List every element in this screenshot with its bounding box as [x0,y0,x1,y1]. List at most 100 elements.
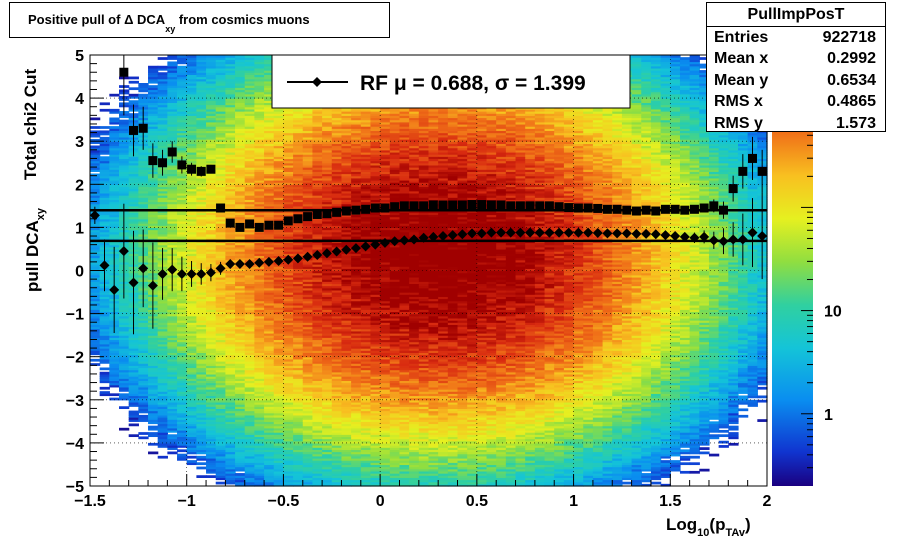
heatmap-cell [341,376,352,379]
heatmap-cell [312,417,323,420]
heatmap-cell [196,371,207,375]
heatmap-cell [157,190,168,194]
heatmap-cell [235,160,246,164]
heatmap-cell [90,341,101,345]
heatmap-cell [312,167,323,170]
heatmap-cell [273,248,285,252]
heatmap-cell [293,270,304,274]
heatmap-cell [283,173,294,177]
heatmap-cell [225,427,236,431]
heatmap-cell [322,462,333,466]
heatmap-cell [312,464,323,468]
heatmap-cell [215,348,226,351]
heatmap-cell [235,412,246,416]
heatmap-cell [264,186,275,190]
heatmap-cell [235,201,246,205]
heatmap-cell [90,348,101,351]
heatmap-cell [225,251,236,254]
heatmap-cell [225,72,236,75]
heatmap-cell [244,343,256,347]
heatmap-cell [273,391,285,394]
heatmap-cell [302,121,314,125]
heatmap-cell [196,57,207,60]
heatmap-cell [128,378,139,381]
heatmap-cell [138,330,149,334]
heatmap-cell [215,345,226,349]
heatmap-cell [264,61,275,65]
heatmap-cell [177,352,188,356]
heatmap-cell [128,367,139,371]
heatmap-cell [225,121,236,125]
heatmap-cell [196,179,207,183]
heatmap-cell [235,365,246,369]
heatmap-cell [244,253,256,257]
heatmap-cell [215,72,226,75]
heatmap-cell [235,440,246,444]
heatmap-cell [322,130,333,134]
heatmap-cell [351,348,362,351]
heatmap-cell [148,186,159,190]
heatmap-cell [312,236,323,239]
heatmap-cell [177,391,188,394]
heatmap-cell [225,348,236,351]
heatmap-cell [351,440,362,444]
heatmap-cell [351,356,362,360]
heatmap-cell [302,276,314,280]
heatmap-cell [225,173,236,177]
heatmap-cell [99,311,110,315]
heatmap-cell [264,233,275,237]
heatmap-cell [167,328,178,332]
heatmap-cell [264,143,275,147]
heatmap-cell [177,311,188,315]
heatmap-cell [254,356,265,360]
heatmap-cell [302,373,314,377]
heatmap-cell [254,246,265,250]
heatmap-cell [90,283,101,287]
heatmap-cell [302,408,314,412]
heatmap-cell [177,393,188,397]
heatmap-cell [322,352,333,356]
heatmap-cell [215,225,226,228]
heatmap-cell [119,201,130,205]
heatmap-cell [215,335,226,338]
heatmap-cell [157,220,168,224]
heatmap-cell [157,304,168,308]
heatmap-cell [235,373,246,377]
heatmap-cell [264,436,275,440]
heatmap-cell [225,136,236,140]
heatmap-cell [283,188,294,192]
heatmap-cell [302,289,314,293]
heatmap-cell [283,143,294,147]
heatmap-cell [293,281,304,285]
heatmap-cell [264,442,275,446]
heatmap-cell [186,419,197,422]
heatmap-cell [196,376,207,379]
heatmap-cell [264,391,275,394]
heatmap-cell [215,330,226,334]
heatmap-cell [119,302,130,306]
heatmap-cell [264,214,275,218]
heatmap-cell [225,438,236,442]
heatmap-cell [254,104,265,108]
heatmap-cell [99,139,110,142]
heatmap-cell [215,436,226,440]
heatmap-cell [312,401,323,405]
heatmap-cell [244,164,256,168]
heatmap-cell [264,238,275,241]
heatmap-cell [167,132,178,136]
heatmap-cell [215,160,226,164]
heatmap-cell [312,369,323,373]
heatmap-cell [283,328,294,332]
heatmap-cell [322,429,333,433]
heatmap-cell [109,214,120,218]
heatmap-cell [196,98,207,101]
heatmap-cell [302,451,314,455]
heatmap-cell [351,464,362,468]
heatmap-cell [244,468,256,472]
heatmap-cell [322,108,333,112]
heatmap-cell [264,369,275,373]
heatmap-cell [322,162,333,166]
heatmap-cell [235,339,246,343]
heatmap-cell [109,227,120,231]
heatmap-cell [225,231,236,235]
